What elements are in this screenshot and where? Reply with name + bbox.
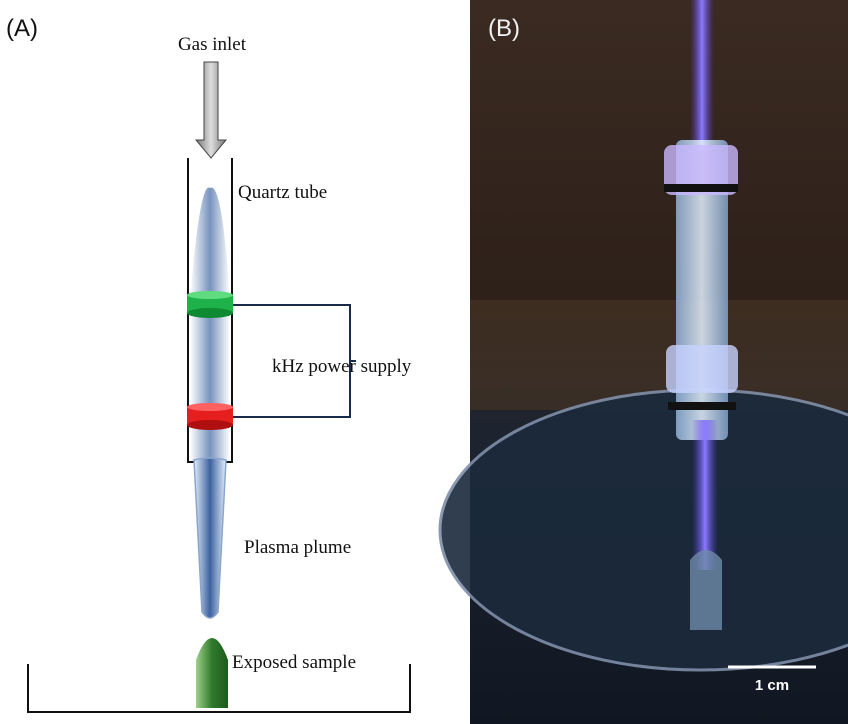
photo-ring	[664, 184, 738, 192]
figure: (A) Gas inlet Quartz tube kHz power supp…	[0, 0, 848, 724]
photo-ring	[668, 402, 736, 410]
panel-a: (A) Gas inlet Quartz tube kHz power supp…	[6, 15, 412, 712]
electrode	[187, 403, 233, 430]
scale-label: 1 cm	[755, 677, 789, 694]
label: Exposed sample	[232, 652, 356, 673]
label: Gas inlet	[178, 34, 247, 55]
arrow	[196, 62, 226, 158]
photo-gas-line	[690, 0, 714, 150]
panel-label: (B)	[488, 15, 520, 42]
photo-electrode	[666, 345, 738, 393]
label: Quartz tube	[238, 182, 327, 203]
photo-sample	[690, 550, 722, 630]
electrode	[187, 291, 233, 318]
sample	[196, 638, 228, 708]
label: kHz power supply	[272, 356, 412, 377]
label: Plasma plume	[244, 537, 351, 558]
panel-b: (B) 1 cm	[440, 0, 848, 724]
panel-label: (A)	[6, 15, 38, 42]
plume	[194, 458, 226, 618]
photo-plume	[692, 420, 718, 570]
